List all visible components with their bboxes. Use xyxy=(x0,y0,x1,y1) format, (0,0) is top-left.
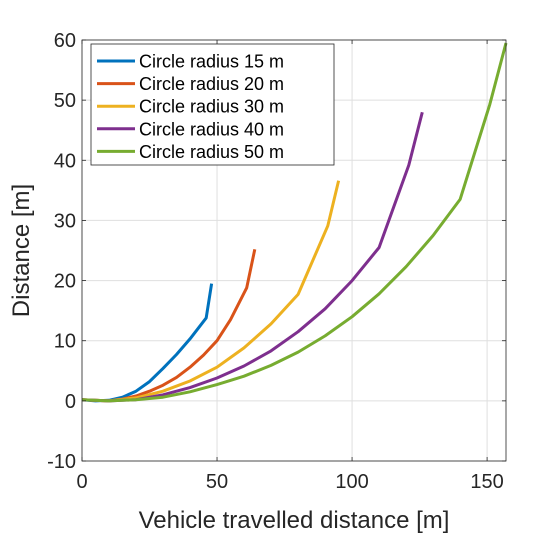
x-tick-label: 100 xyxy=(335,471,368,493)
series-lines xyxy=(81,42,508,403)
series-line-5 xyxy=(81,42,508,403)
y-tick-label: 10 xyxy=(54,331,76,353)
x-axis-label: Vehicle travelled distance [m] xyxy=(139,507,450,534)
y-tick-label: 30 xyxy=(54,210,76,232)
legend-box xyxy=(90,43,335,166)
y-tick-label: 0 xyxy=(65,391,76,413)
y-tick-label: -10 xyxy=(47,451,76,473)
x-tick-label: 150 xyxy=(470,471,503,493)
legend-label: Circle radius 30 m xyxy=(139,97,284,117)
plot-frame xyxy=(81,39,507,462)
legend-label: Circle radius 50 m xyxy=(139,142,284,162)
legend-label: Circle radius 20 m xyxy=(139,74,284,94)
legend-label: Circle radius 15 m xyxy=(139,52,284,72)
y-tick-label: 40 xyxy=(54,150,76,172)
x-tick-label: 50 xyxy=(206,471,228,493)
x-tick-label: 0 xyxy=(76,471,87,493)
y-tick-label: 50 xyxy=(54,90,76,112)
y-tick-label: 60 xyxy=(54,30,76,52)
y-axis-label: Distance [m] xyxy=(8,184,35,317)
legend-label: Circle radius 40 m xyxy=(139,119,284,139)
y-tick-label: 20 xyxy=(54,271,76,293)
